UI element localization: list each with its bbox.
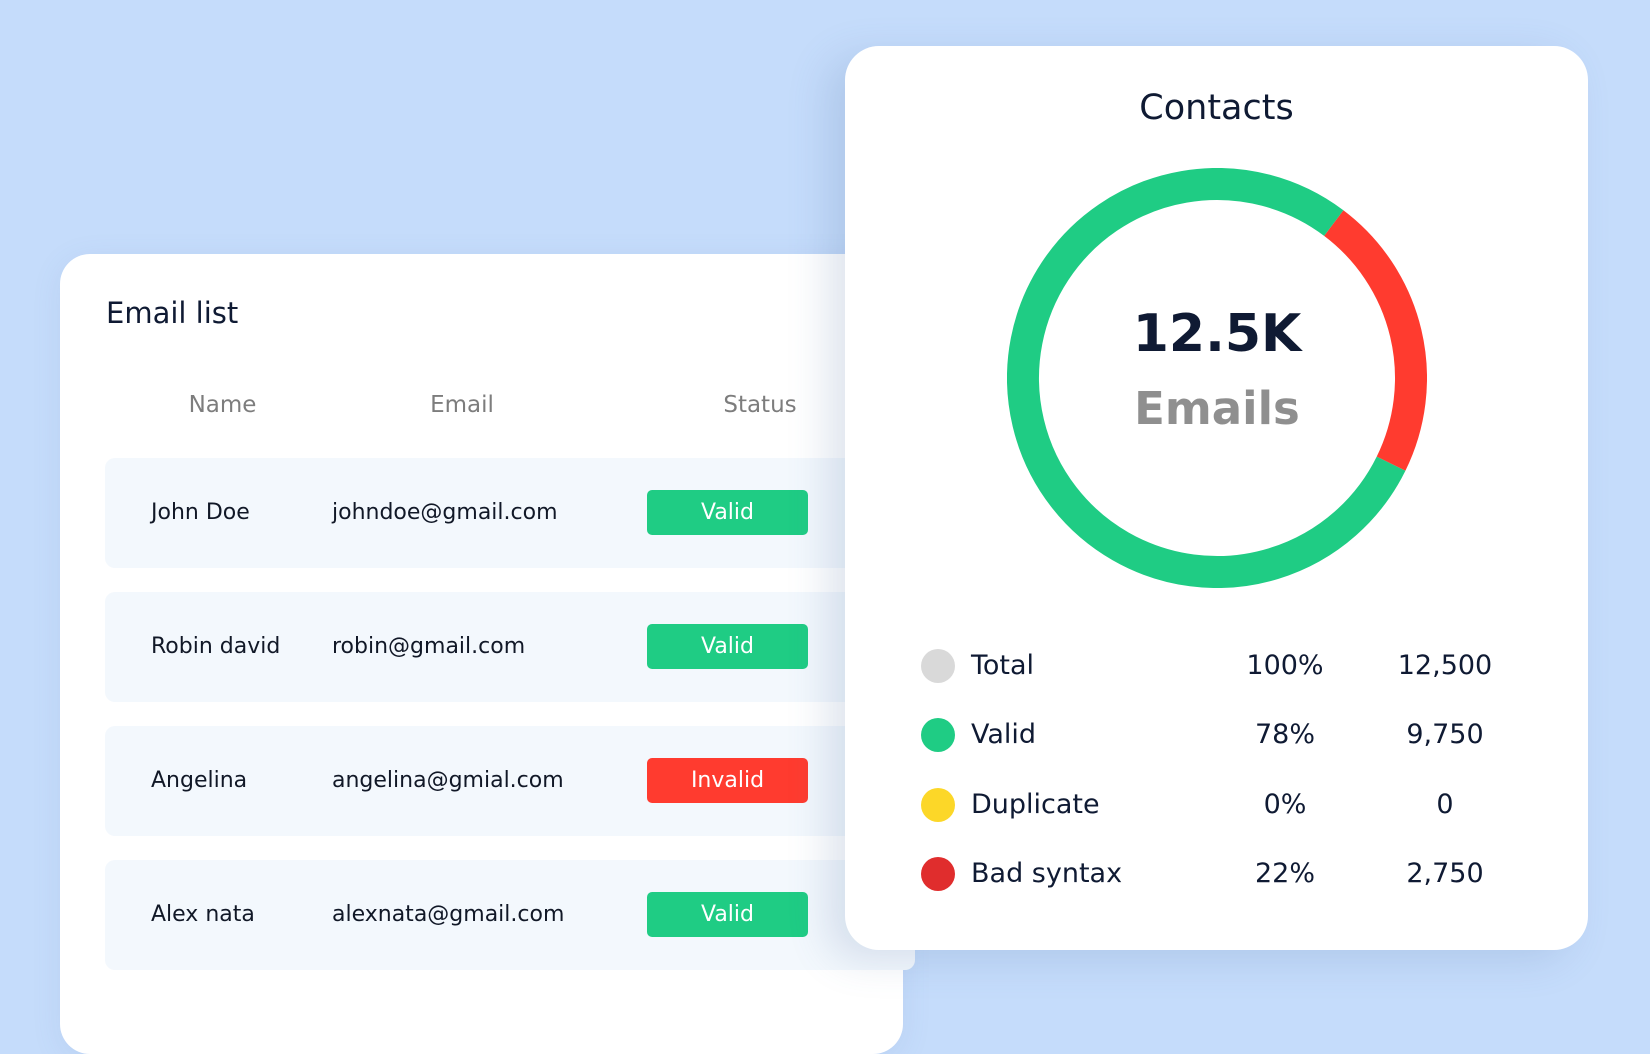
legend-row-bad-syntax: Bad syntax 22% 2,750 — [845, 854, 1588, 894]
column-header-name: Name — [188, 392, 257, 418]
legend-percent: 100% — [1246, 650, 1324, 681]
contact-name: Robin david — [151, 634, 281, 659]
contact-email: robin@gmail.com — [332, 634, 526, 659]
donut-slice-valid — [1007, 168, 1406, 588]
contact-name: John Doe — [151, 500, 250, 525]
table-row[interactable]: John Doe johndoe@gmail.com Valid — [105, 458, 915, 568]
contact-name: Alex nata — [151, 902, 255, 927]
table-header: Name Email Status — [60, 392, 903, 426]
column-header-email: Email — [430, 392, 494, 418]
contact-email: angelina@gmial.com — [332, 768, 564, 793]
column-header-status: Status — [723, 392, 797, 418]
status-badge[interactable]: Valid — [647, 624, 808, 669]
duplicate-dot-icon — [921, 788, 955, 822]
legend-count: 9,750 — [1406, 719, 1484, 750]
contacts-title: Contacts — [1139, 88, 1294, 128]
status-badge[interactable]: Valid — [647, 892, 808, 937]
legend-count: 2,750 — [1406, 858, 1484, 889]
legend-percent: 0% — [1263, 789, 1307, 820]
total-dot-icon — [921, 649, 955, 683]
legend-percent: 22% — [1254, 858, 1315, 889]
legend-count: 0 — [1436, 789, 1454, 820]
contact-name: Angelina — [151, 768, 248, 793]
contacts-card: Contacts 12.5K Emails Total 100% 12,500 … — [845, 46, 1588, 950]
email-list-card: Email list Name Email Status John Doe jo… — [60, 254, 915, 1054]
legend-label: Valid — [971, 719, 1037, 750]
legend-row-total: Total 100% 12,500 — [845, 646, 1588, 686]
table-row[interactable]: Alex nata alexnata@gmail.com Valid — [105, 860, 915, 970]
donut-center-value: 12.5K — [1132, 304, 1302, 364]
table-row[interactable]: Angelina angelina@gmial.com Invalid — [105, 726, 915, 836]
valid-dot-icon — [921, 718, 955, 752]
legend-row-valid: Valid 78% 9,750 — [845, 715, 1588, 755]
bad-syntax-dot-icon — [921, 857, 955, 891]
donut-slice-bad-syntax — [1323, 210, 1427, 471]
legend-label: Duplicate — [971, 789, 1100, 820]
legend-label: Bad syntax — [971, 858, 1123, 889]
emails-donut-chart — [1007, 168, 1427, 588]
contact-email: johndoe@gmail.com — [332, 500, 558, 525]
table-row[interactable]: Robin david robin@gmail.com Valid — [105, 592, 915, 702]
legend-percent: 78% — [1254, 719, 1315, 750]
legend-count: 12,500 — [1397, 650, 1493, 681]
legend-row-duplicate: Duplicate 0% 0 — [845, 785, 1588, 825]
email-list-title: Email list — [106, 296, 239, 330]
status-badge[interactable]: Invalid — [647, 758, 808, 803]
legend-label: Total — [971, 650, 1035, 681]
donut-center-label: Emails — [1134, 382, 1300, 435]
contact-email: alexnata@gmail.com — [332, 902, 565, 927]
status-badge[interactable]: Valid — [647, 490, 808, 535]
